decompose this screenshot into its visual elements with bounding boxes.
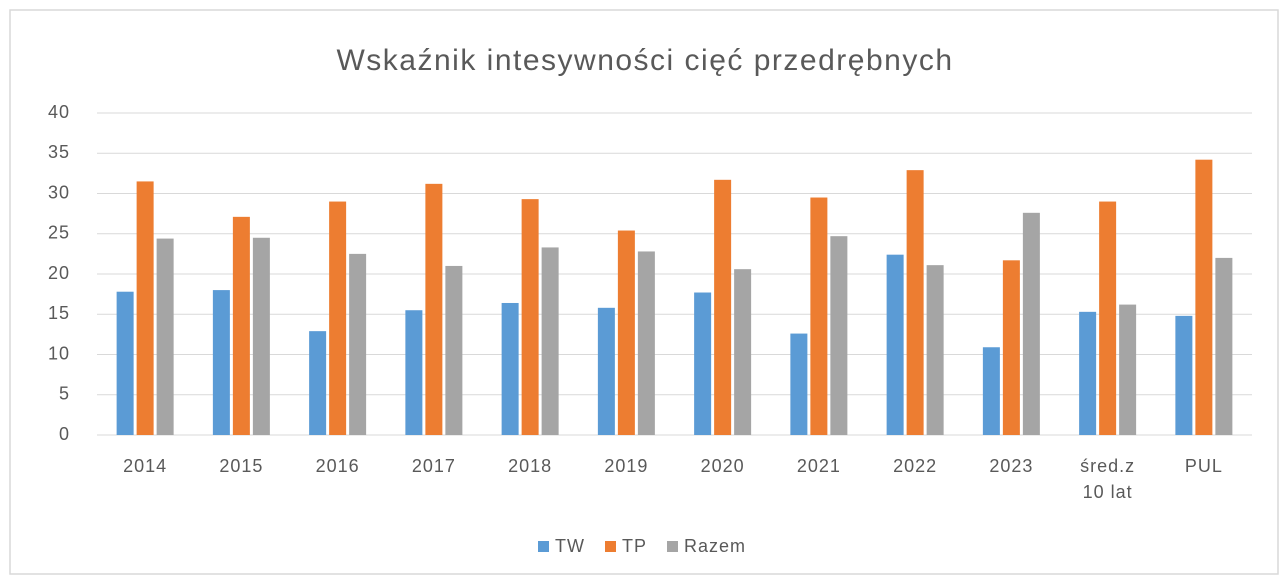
- bar: [617, 230, 635, 435]
- bar: [405, 310, 423, 435]
- y-tick-label: 15: [48, 303, 70, 323]
- x-tick-label: 2022: [893, 456, 938, 476]
- bar: [734, 269, 752, 435]
- x-tick-label: 2015: [219, 456, 264, 476]
- bar: [232, 216, 250, 435]
- bar: [541, 247, 559, 435]
- x-tick-label: 2018: [508, 456, 553, 476]
- y-tick-label: 30: [48, 182, 70, 202]
- x-tick-label: 2020: [700, 456, 745, 476]
- bar: [1195, 159, 1213, 435]
- bar: [714, 179, 732, 435]
- x-tick-label: PUL: [1184, 456, 1223, 476]
- bar: [252, 237, 270, 435]
- legend: TW TP Razem: [0, 536, 1284, 557]
- bar: [156, 238, 174, 435]
- legend-item: TP: [604, 536, 647, 557]
- bar: [906, 170, 924, 435]
- bar: [830, 236, 848, 435]
- bar: [1215, 257, 1233, 435]
- x-tick-label: 2019: [604, 456, 649, 476]
- bar: [1099, 201, 1117, 435]
- legend-item: Razem: [666, 536, 746, 557]
- bar: [1022, 212, 1040, 435]
- y-tick-label: 25: [48, 223, 70, 243]
- bar: [790, 333, 808, 435]
- legend-label: TW: [554, 536, 585, 556]
- bar: [886, 254, 904, 435]
- bar: [637, 251, 655, 435]
- x-tick-label: 2014: [123, 456, 168, 476]
- y-tick-label: 0: [59, 424, 70, 444]
- bar: [1175, 315, 1193, 435]
- bar: [425, 183, 443, 435]
- bar: [1079, 311, 1097, 435]
- bar: [116, 291, 134, 435]
- legend-label: TP: [621, 536, 647, 556]
- legend-swatch: [604, 541, 616, 552]
- x-tick-label: 2017: [411, 456, 456, 476]
- y-tick-label: 40: [48, 102, 70, 122]
- chart-title: Wskaźnik intesywności cięć przedrębnych: [336, 44, 953, 77]
- x-tick-label: 2023: [989, 456, 1034, 476]
- bar: [1002, 260, 1020, 435]
- bar: [597, 307, 615, 435]
- x-tick-label: śred.z 10 lat: [1080, 456, 1136, 502]
- x-tick-label: 2021: [796, 456, 841, 476]
- x-tick-label: 2016: [315, 456, 360, 476]
- bar: [349, 253, 367, 435]
- bar: [212, 290, 230, 435]
- bar: [445, 265, 463, 435]
- y-tick-label: 10: [48, 343, 70, 363]
- legend-item: TW: [537, 536, 585, 557]
- bar: [926, 265, 944, 435]
- bar: [521, 199, 539, 435]
- bar: [1119, 304, 1137, 435]
- y-tick-label: 5: [59, 384, 70, 404]
- bar: [982, 347, 1000, 435]
- bar: [136, 181, 154, 435]
- bar: [329, 201, 347, 435]
- y-tick-label: 20: [48, 263, 70, 283]
- legend-swatch: [537, 541, 549, 552]
- bar: [810, 197, 828, 435]
- y-tick-label: 35: [48, 142, 70, 162]
- legend-label: Razem: [683, 536, 746, 556]
- bar: [694, 292, 712, 435]
- bar: [501, 302, 519, 435]
- bar: [309, 331, 327, 435]
- legend-swatch: [666, 541, 678, 552]
